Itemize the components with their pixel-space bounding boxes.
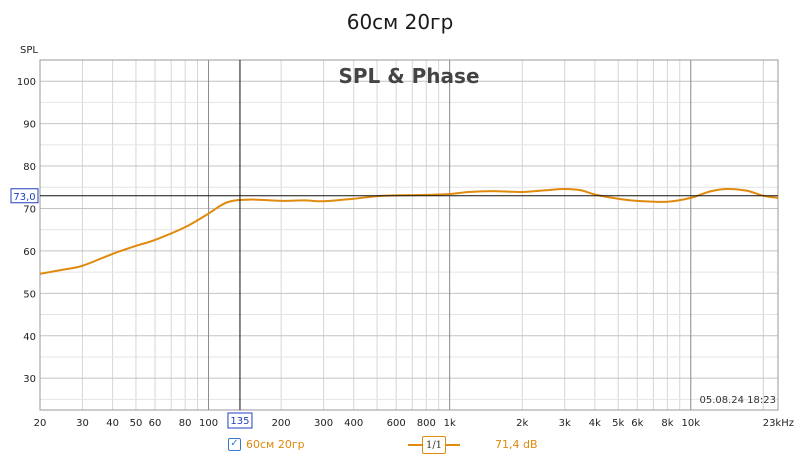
legend-line-left: [408, 444, 422, 446]
y-tick-labels: 30 40 50 60 70 80 90 100: [17, 77, 36, 385]
x-tick-label: 400: [344, 418, 363, 429]
x-tick-label: 1k: [444, 418, 456, 429]
y-tick-label: 60: [23, 247, 36, 258]
x-tick-label: 40: [106, 418, 119, 429]
y-tick-label: 30: [23, 374, 36, 385]
legend-value-label: 71,4 dB: [495, 437, 538, 451]
series-visibility-checkbox[interactable]: ✓: [228, 437, 241, 451]
chart-title: SPL & Phase: [338, 64, 479, 88]
smoothing-label: 1/1: [425, 439, 443, 451]
x-tick-label: 8k: [661, 418, 673, 429]
cursor-x-readout: 135: [230, 416, 249, 427]
cursor-y-readout: 73,0: [13, 192, 35, 203]
x-tick-label: 50: [130, 418, 143, 429]
cursor-crosshair[interactable]: 73,0 135: [10, 60, 778, 429]
legend-series[interactable]: ✓ 60см 20гр: [228, 434, 305, 454]
x-tick-label: 6k: [631, 418, 643, 429]
plot-frame: [39, 59, 779, 411]
y-tick-label: 80: [23, 162, 36, 173]
y-tick-label: 100: [17, 77, 36, 88]
legend-series-label: 60см 20гр: [246, 437, 305, 451]
y-tick-label: 90: [23, 120, 36, 131]
x-tick-label: 3k: [559, 418, 571, 429]
x-tick-label: 800: [417, 418, 436, 429]
plot-background: [40, 60, 778, 410]
window-title: 60см 20гр: [346, 10, 454, 34]
minor-gridlines: [39, 60, 778, 410]
y-tick-label: 70: [23, 204, 36, 215]
y-tick-label: 50: [23, 289, 36, 300]
cursor-y-readout-box: [10, 188, 39, 204]
x-tick-label: 5k: [612, 418, 624, 429]
series-line-60cm-20deg: [39, 187, 779, 275]
timestamp: 05.08.24 18:23: [699, 395, 776, 406]
legend-value: 71,4 dB: [495, 434, 538, 454]
series-layer: [39, 187, 779, 275]
x-tick-label: 4k: [589, 418, 601, 429]
x-tick-label: 80: [179, 418, 192, 429]
smoothing-selector[interactable]: 1/1: [422, 436, 446, 454]
legend-line-right: [446, 444, 460, 446]
major-gridlines: [208, 60, 692, 410]
x-tick-label: 23kHz: [763, 418, 794, 429]
x-tick-labels: 20 30 40 50 60 80 100 200 300 400 600 800 1k 2k 3k 4k 5k…: [34, 418, 794, 429]
x-tick-label: 60: [149, 418, 162, 429]
x-tick-label: 100: [199, 418, 218, 429]
x-tick-label: 30: [76, 418, 89, 429]
x-tick-label: 10k: [682, 418, 701, 429]
y-axis-label: SPL: [20, 45, 38, 56]
x-tick-label: 20: [34, 418, 47, 429]
y-tick-label: 40: [23, 332, 36, 343]
x-tick-label: 200: [272, 418, 291, 429]
x-tick-label: 2k: [516, 418, 528, 429]
x-tick-label: 600: [387, 418, 406, 429]
x-tick-label: 300: [314, 418, 333, 429]
cursor-x-readout-box: [227, 412, 253, 429]
